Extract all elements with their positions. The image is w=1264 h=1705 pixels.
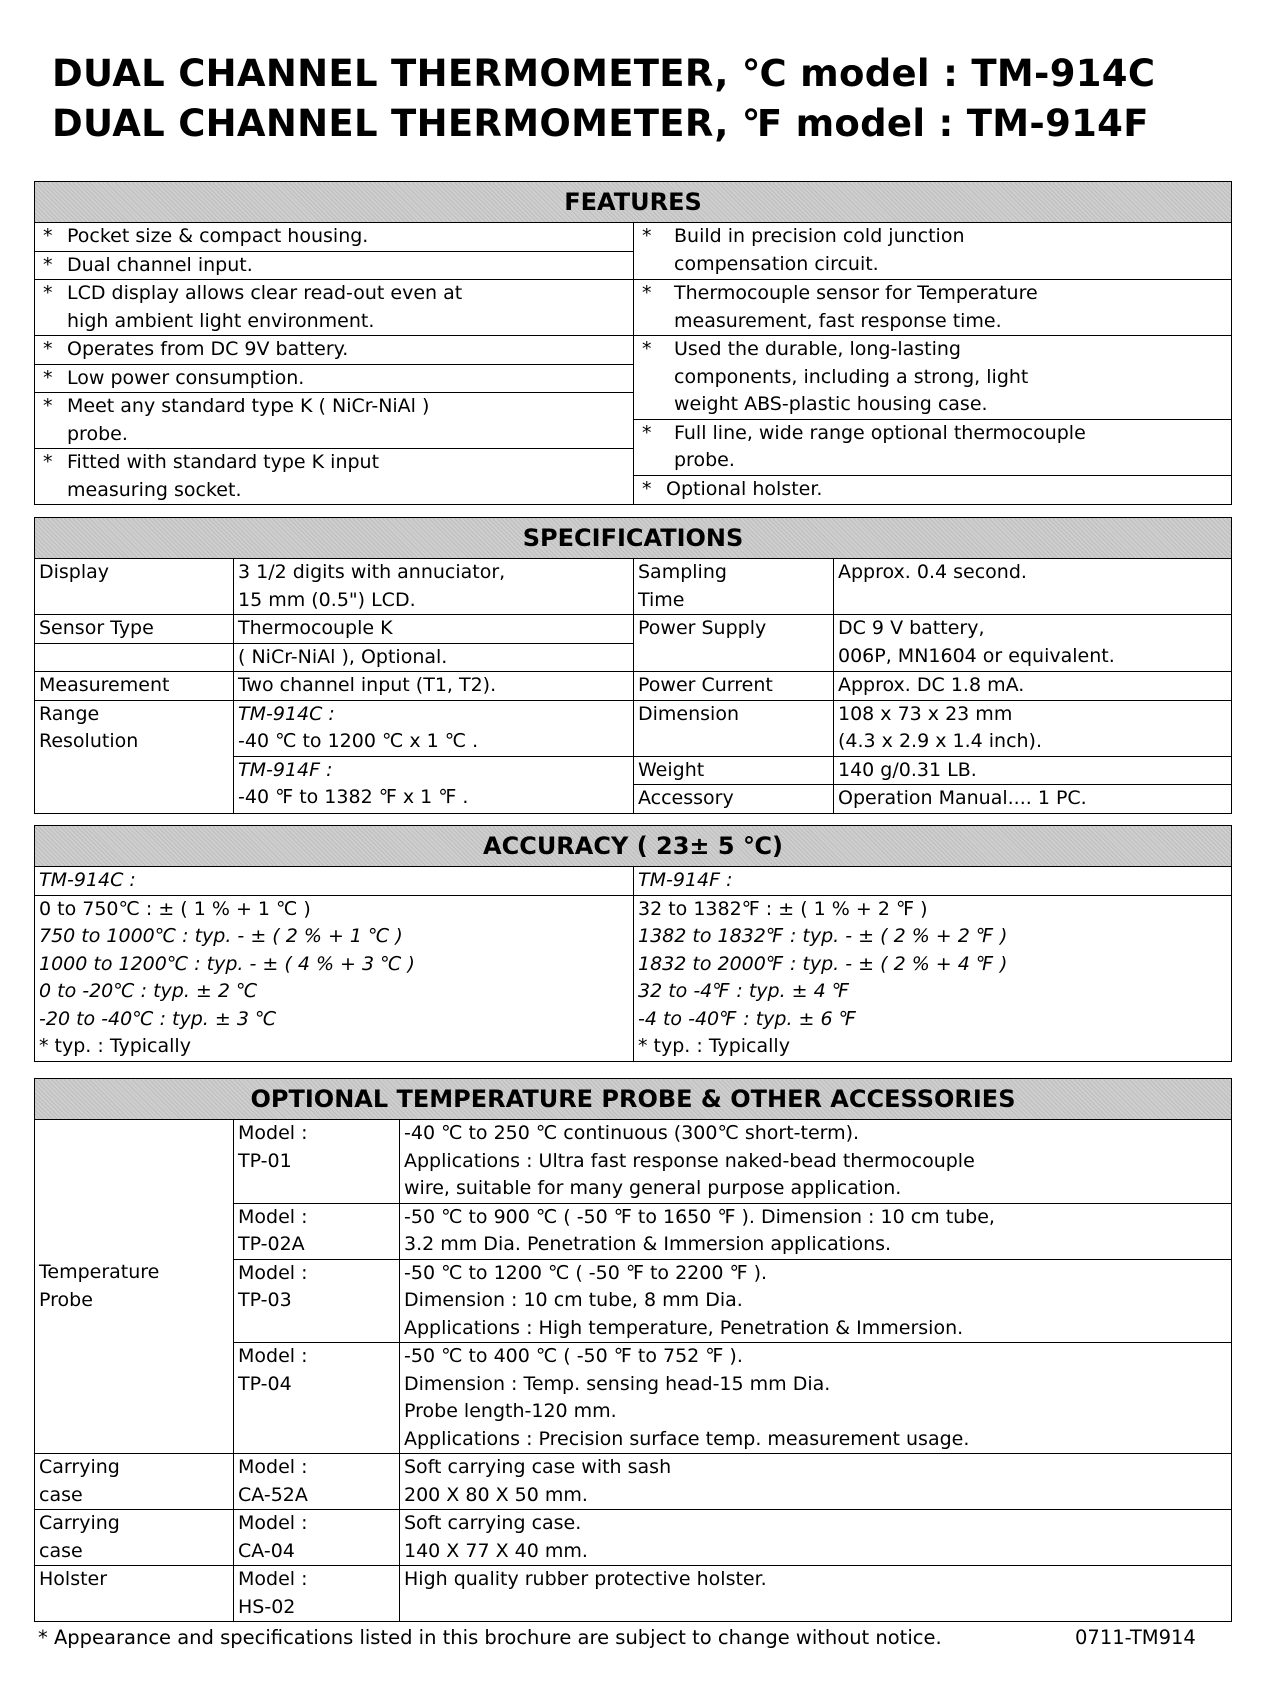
feature-item: * Operates from DC 9V battery. — [34, 335, 634, 365]
specifications-table: SPECIFICATIONS Display 3 1/2 digits with… — [33, 517, 1233, 814]
spec-value-range-f: TM-914F : -40 ℉ to 1382 ℉ x 1 ℉ . — [233, 755, 634, 814]
accessories-table: OPTIONAL TEMPERATURE PROBE & OTHER ACCES… — [33, 1078, 1233, 1622]
feature-item: * Meet any standard type K ( NiCr-NiAl ) … — [34, 392, 634, 449]
accuracy-line: 0 to -20℃ : typ. ± 2 ℃ — [39, 980, 258, 1002]
feature-item: * Thermocouple sensor for Temperature mea… — [633, 279, 1232, 336]
accessory-model: Model : TP-04 — [233, 1342, 400, 1454]
specifications-heading: SPECIFICATIONS — [33, 517, 1233, 559]
accessory-model: Model : TP-01 — [233, 1119, 400, 1204]
accessory-model: Model : HS-02 — [233, 1565, 400, 1622]
spec-label-display: Display — [34, 558, 234, 615]
accuracy-note: * typ. : Typically — [638, 1035, 790, 1057]
accessory-desc: -50 ℃ to 1200 ℃ ( -50 ℉ to 2200 ℉ ). Dim… — [398, 1258, 1233, 1343]
spec-value-sampling: Approx. 0.4 second. — [832, 558, 1233, 615]
accessory-desc: Soft carrying case with sash 200 X 80 X … — [398, 1453, 1233, 1510]
accuracy-c-list: 0 to 750℃ : ± ( 1 % + 1 ℃ ) 750 to 1000℃ … — [34, 894, 634, 1062]
accessory-desc: -40 ℃ to 250 ℃ continuous (300℃ short-te… — [398, 1119, 1233, 1204]
accessory-desc: High quality rubber protective holster. — [398, 1565, 1233, 1622]
spec-label-range: Range Resolution — [34, 699, 234, 814]
accuracy-line: 1832 to 2000℉ : typ. - ± ( 2 % + 4 ℉ ) — [638, 952, 1008, 975]
range-c-value: -40 ℃ to 1200 ℃ x 1 ℃ . — [238, 730, 479, 752]
spec-value-display: 3 1/2 digits with annuciator, 15 mm (0.5… — [233, 558, 634, 615]
spec-value-measurement: Two channel input (T1, T2). — [233, 671, 634, 701]
feature-item: * Build in precision cold junction compen… — [633, 222, 1232, 280]
spec-label-weight: Weight — [633, 755, 834, 785]
accuracy-model-c: TM-914C : — [34, 866, 634, 896]
accuracy-line: 1382 to 1832℉ : typ. - ± ( 2 % + 2 ℉ ) — [638, 925, 1008, 947]
range-c-model: TM-914C : — [238, 702, 335, 725]
accuracy-line: -4 to -40℉ : typ. ± 6 ℉ — [638, 1007, 857, 1030]
spec-value-sensor-type: ( NiCr-NiAl ), Optional. — [233, 642, 634, 672]
feature-item: * Fitted with standard type K input measu… — [34, 448, 634, 505]
feature-item: * Dual channel input. — [34, 250, 634, 280]
accuracy-line: -20 to -40℃ : typ. ± 3 ℃ — [39, 1007, 277, 1030]
features-heading: FEATURES — [34, 181, 1232, 223]
spec-label-sampling: Sampling Time — [633, 558, 834, 615]
page-title-fahrenheit: DUAL CHANNEL THERMOMETER, ℉ model : TM-9… — [52, 102, 1149, 145]
feature-item: * Optional holster. — [633, 474, 1232, 506]
feature-item: * Full line, wide range optional thermoco… — [633, 418, 1232, 476]
feature-item: * Pocket size & compact housing. — [34, 222, 634, 252]
accuracy-line: 32 to 1382℉ : ± ( 1 % + 2 ℉ ) — [638, 897, 928, 920]
accessory-desc: -50 ℃ to 900 ℃ ( -50 ℉ to 1650 ℉ ). Dime… — [398, 1202, 1233, 1260]
spec-label-dimension: Dimension — [633, 699, 834, 757]
accessory-label-probe: Temperature Probe — [34, 1119, 234, 1454]
range-f-value: -40 ℉ to 1382 ℉ x 1 ℉ . — [238, 786, 469, 808]
accessory-model: Model : TP-03 — [233, 1258, 400, 1343]
spec-value-weight: 140 g/0.31 LB. — [832, 755, 1233, 785]
feature-item: * Used the durable, long-lasting componen… — [633, 335, 1232, 420]
accessory-model: Model : CA-52A — [233, 1453, 400, 1510]
spec-value-sensor: Thermocouple K — [233, 614, 634, 644]
accuracy-heading: ACCURACY ( 23± 5 ℃) — [34, 825, 1232, 867]
accessory-label: Carrying case — [34, 1509, 234, 1566]
spec-value-range-c: TM-914C : -40 ℃ to 1200 ℃ x 1 ℃ . — [233, 699, 634, 757]
accuracy-line: 750 to 1000℃ : typ. - ± ( 2 % + 1 ℃ ) — [39, 925, 403, 947]
accuracy-line: 0 to 750℃ : ± ( 1 % + 1 ℃ ) — [39, 897, 311, 920]
spec-label-power-supply: Power Supply — [633, 614, 834, 672]
spec-value-power-supply: DC 9 V battery, 006P, MN1604 or equivale… — [832, 614, 1233, 672]
spec-label-accessory: Accessory — [633, 784, 834, 814]
range-f-model: TM-914F : — [238, 758, 333, 781]
accessory-label: Holster — [34, 1565, 234, 1622]
accessory-model: Model : CA-04 — [233, 1509, 400, 1566]
spec-label-power-current: Power Current — [633, 671, 834, 701]
feature-item: * LCD display allows clear read-out even … — [34, 279, 634, 336]
document-code: 0711-TM914 — [1075, 1626, 1196, 1649]
accessories-heading: OPTIONAL TEMPERATURE PROBE & OTHER ACCES… — [33, 1078, 1233, 1120]
accessory-model: Model : TP-02A — [233, 1202, 400, 1260]
features-table: FEATURES * Pocket size & compact housing.… — [34, 181, 1232, 506]
accuracy-line: 1000 to 1200℃ : typ. - ± ( 4 % + 3 ℃ ) — [39, 952, 415, 975]
footer-notice: * Appearance and specifications listed i… — [38, 1626, 942, 1649]
accuracy-table: ACCURACY ( 23± 5 ℃) TM-914C : TM-914F : … — [34, 825, 1232, 1062]
accuracy-line: 32 to -4℉ : typ. ± 4 ℉ — [638, 980, 850, 1002]
feature-item: * Low power consumption. — [34, 363, 634, 393]
accessory-label: Carrying case — [34, 1453, 234, 1510]
spec-label-measurement: Measurement — [34, 671, 234, 701]
accuracy-f-list: 32 to 1382℉ : ± ( 1 % + 2 ℉ ) 1382 to 183… — [633, 894, 1232, 1062]
spec-label-empty — [34, 642, 234, 672]
accuracy-model-f: TM-914F : — [633, 866, 1232, 896]
page-title-celsius: DUAL CHANNEL THERMOMETER, ℃ model : TM-9… — [52, 52, 1156, 95]
spec-label-sensor: Sensor Type — [34, 614, 234, 644]
spec-value-dimension: 108 x 73 x 23 mm (4.3 x 2.9 x 1.4 inch). — [832, 699, 1233, 757]
accuracy-note: * typ. : Typically — [39, 1035, 191, 1057]
accessory-desc: Soft carrying case. 140 X 77 X 40 mm. — [398, 1509, 1233, 1566]
spec-value-accessory: Operation Manual.... 1 PC. — [832, 784, 1233, 814]
accessory-desc: -50 ℃ to 400 ℃ ( -50 ℉ to 752 ℉ ). Dimen… — [398, 1342, 1233, 1454]
spec-value-power-current: Approx. DC 1.8 mA. — [832, 671, 1233, 701]
